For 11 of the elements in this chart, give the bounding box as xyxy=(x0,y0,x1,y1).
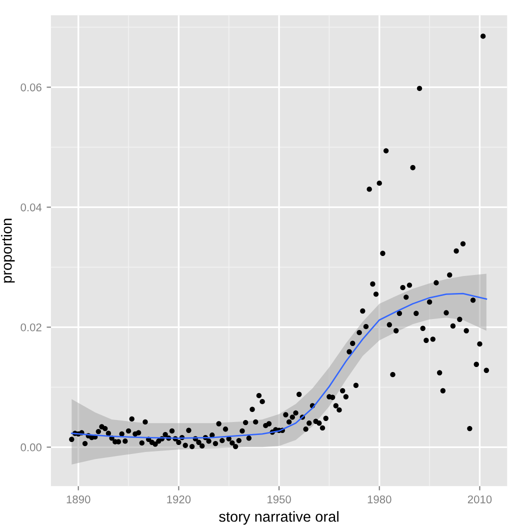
x-axis-title: story narrative oral xyxy=(219,511,338,525)
y-tick-label: 0.06 xyxy=(20,83,42,92)
y-tick-label: 0.04 xyxy=(20,203,42,212)
y-tick-label: 0.00 xyxy=(20,443,42,452)
y-axis-title: proportion xyxy=(1,218,15,283)
x-tick-label: 1950 xyxy=(268,495,291,504)
x-tick-label: 1980 xyxy=(368,495,392,504)
y-tick-label: 0.02 xyxy=(20,323,42,332)
x-tick-label: 1890 xyxy=(66,495,90,504)
x-tick-label: 2010 xyxy=(468,495,492,504)
x-tick-label: 1920 xyxy=(167,495,191,504)
